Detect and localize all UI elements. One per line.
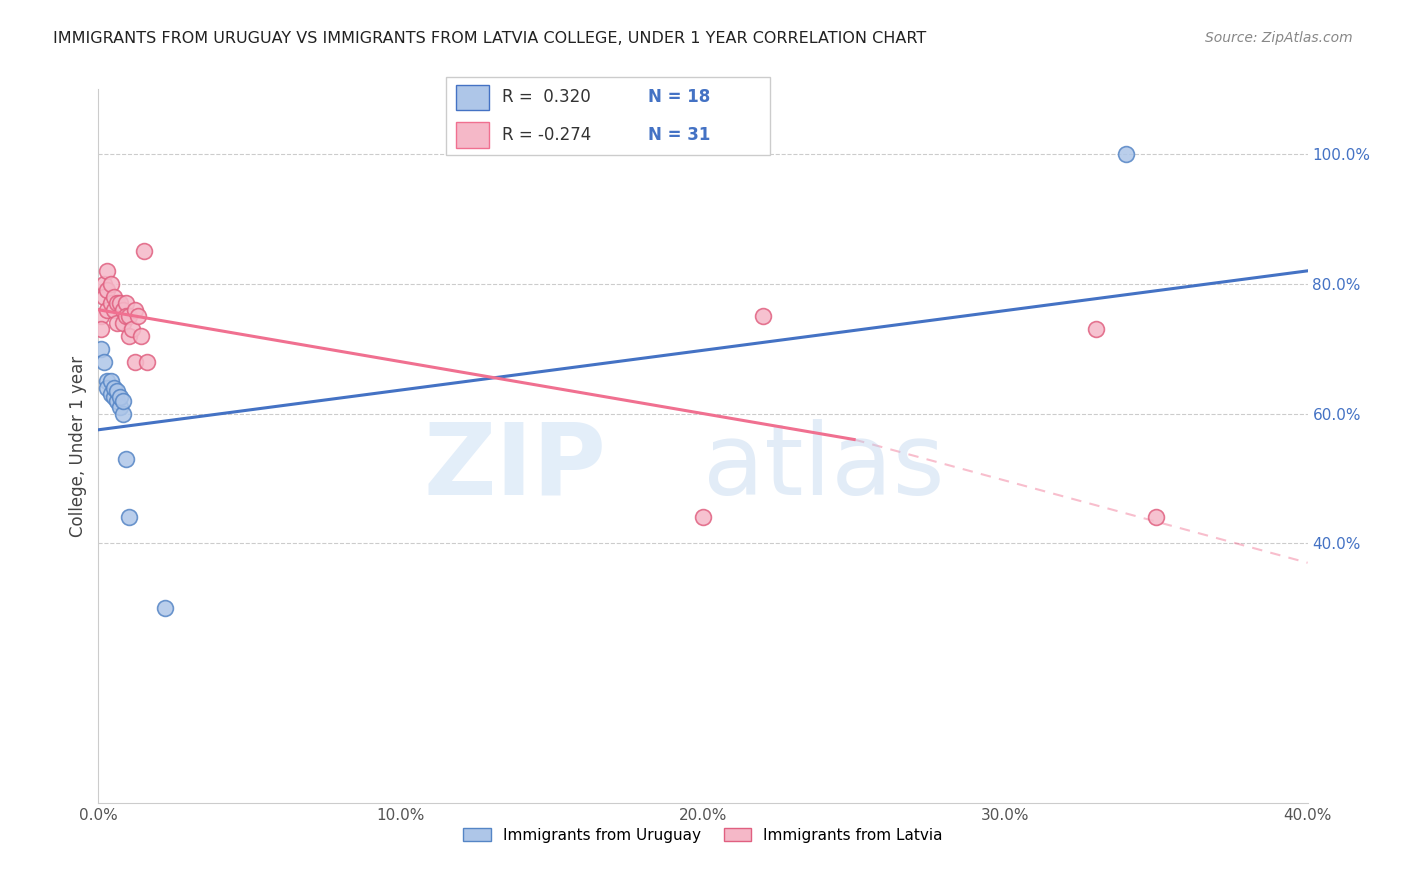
Point: [153, 601, 176, 615]
Point: [108, 390, 131, 404]
Point: [124, 302, 146, 317]
Point: [93, 290, 115, 304]
Text: IMMIGRANTS FROM URUGUAY VS IMMIGRANTS FROM LATVIA COLLEGE, UNDER 1 YEAR CORRELAT: IMMIGRANTS FROM URUGUAY VS IMMIGRANTS FR…: [53, 31, 927, 46]
Point: [90, 310, 112, 324]
Text: Source: ZipAtlas.com: Source: ZipAtlas.com: [1205, 31, 1353, 45]
Point: [114, 296, 136, 310]
Point: [118, 328, 141, 343]
Text: atlas: atlas: [703, 419, 945, 516]
Legend: Immigrants from Uruguay, Immigrants from Latvia: Immigrants from Uruguay, Immigrants from…: [457, 822, 949, 848]
Point: [114, 452, 136, 467]
Point: [124, 354, 146, 368]
Point: [90, 342, 112, 356]
Point: [100, 387, 122, 401]
Text: R = -0.274: R = -0.274: [502, 127, 592, 145]
Text: N = 18: N = 18: [648, 88, 710, 106]
Point: [100, 374, 122, 388]
Point: [105, 393, 128, 408]
Point: [111, 302, 134, 317]
Point: [132, 244, 155, 259]
Point: [1144, 510, 1167, 524]
Point: [96, 374, 118, 388]
Point: [121, 322, 143, 336]
Point: [103, 290, 125, 304]
Point: [103, 381, 125, 395]
Point: [114, 310, 136, 324]
Point: [111, 393, 134, 408]
Point: [108, 296, 131, 310]
Point: [103, 390, 125, 404]
Point: [135, 354, 157, 368]
Point: [118, 510, 141, 524]
Point: [1085, 322, 1108, 336]
Point: [692, 510, 714, 524]
Text: R =  0.320: R = 0.320: [502, 88, 591, 106]
Y-axis label: College, Under 1 year: College, Under 1 year: [69, 355, 87, 537]
Point: [96, 381, 118, 395]
Point: [108, 400, 131, 414]
Point: [111, 407, 134, 421]
Point: [100, 277, 122, 291]
Point: [90, 322, 112, 336]
Point: [111, 316, 134, 330]
Point: [129, 328, 152, 343]
Text: ZIP: ZIP: [423, 419, 606, 516]
Text: N = 31: N = 31: [648, 127, 710, 145]
Point: [93, 354, 115, 368]
Point: [118, 310, 141, 324]
Point: [96, 302, 118, 317]
Point: [96, 283, 118, 297]
Point: [103, 302, 125, 317]
Point: [105, 316, 128, 330]
Bar: [456, 122, 489, 148]
Point: [96, 264, 118, 278]
Point: [105, 384, 128, 398]
Point: [100, 296, 122, 310]
Point: [93, 277, 115, 291]
Point: [752, 310, 775, 324]
Point: [127, 310, 149, 324]
FancyBboxPatch shape: [446, 77, 770, 155]
Bar: [456, 85, 489, 111]
Point: [1115, 147, 1137, 161]
Point: [105, 296, 128, 310]
